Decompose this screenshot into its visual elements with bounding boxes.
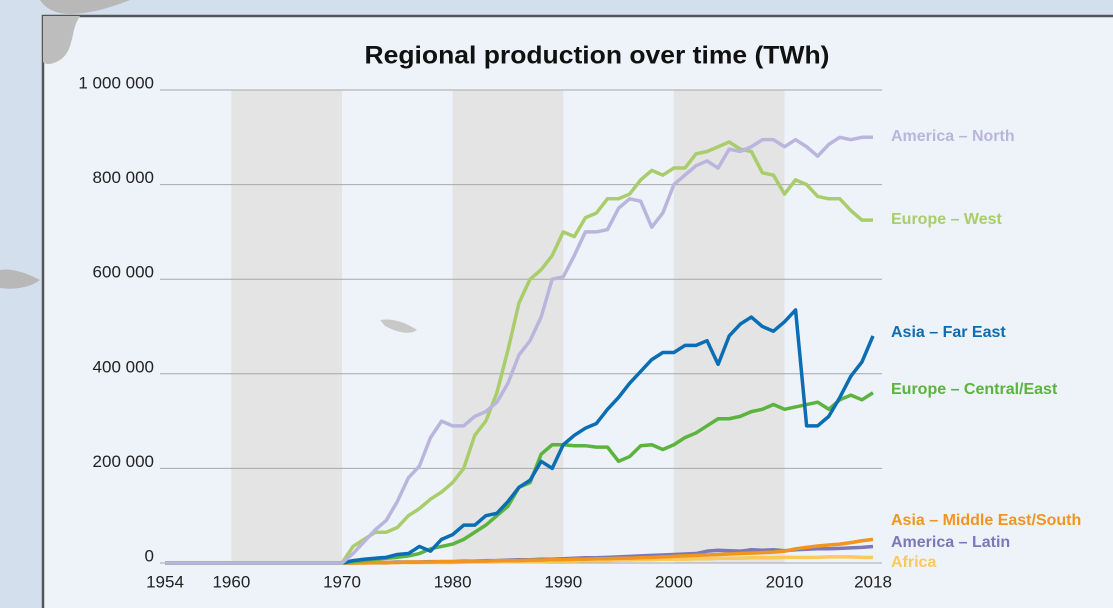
- y-tick-label: 600 000: [93, 263, 154, 282]
- legend-label: America – North: [891, 128, 1015, 145]
- x-tick-label: 1970: [323, 572, 361, 591]
- legend-label: Africa: [891, 554, 936, 571]
- y-tick-label: 400 000: [93, 357, 154, 376]
- x-tick-label: 2010: [766, 572, 804, 591]
- x-tick-label: 1980: [434, 572, 472, 591]
- legend-label: Europe – Central/East: [891, 381, 1058, 398]
- y-tick-label: 1 000 000: [78, 73, 154, 92]
- legend-label: Asia – Far East: [891, 324, 1006, 341]
- series-line: [165, 135, 873, 565]
- legend-label: Europe – West: [891, 211, 1003, 228]
- shaded-band: [231, 90, 342, 563]
- x-tick-label: 1990: [544, 572, 582, 591]
- y-tick-label: 200 000: [93, 452, 154, 471]
- shaded-band: [452, 90, 564, 563]
- panel: [41, 14, 1113, 608]
- y-tick-label: 0: [145, 546, 154, 565]
- legend-label: Asia – Middle East/South: [891, 512, 1081, 529]
- x-tick-label: 2018: [854, 572, 892, 591]
- x-tick-label: 1954: [146, 572, 184, 591]
- map-shape: [0, 0, 130, 14]
- x-tick-label: 2000: [655, 572, 693, 591]
- map-shape: [380, 319, 417, 333]
- map-shape: [43, 16, 80, 64]
- legend-label: America – Latin: [891, 534, 1010, 551]
- map-shape: [0, 269, 40, 289]
- x-tick-label: 1960: [212, 572, 250, 591]
- chart-title: Regional production over time (TWh): [365, 42, 830, 70]
- y-tick-label: 800 000: [93, 168, 154, 187]
